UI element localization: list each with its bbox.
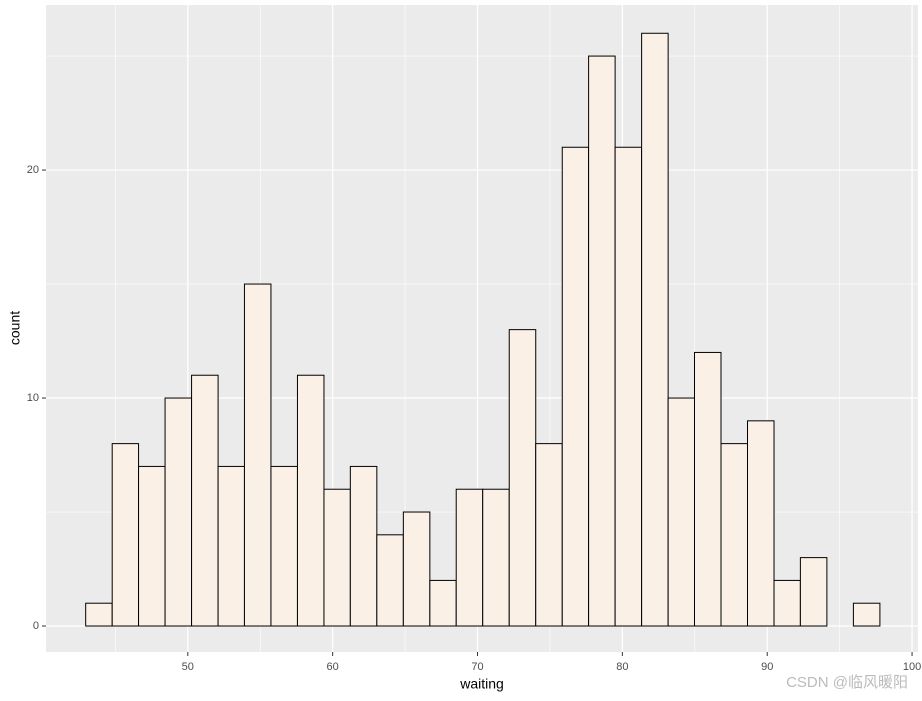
x-tick-label: 70	[471, 661, 483, 673]
x-tick-label: 90	[761, 661, 773, 673]
bar	[270, 465, 298, 627]
bar	[561, 146, 590, 627]
bar	[111, 443, 140, 627]
x-tick-label: 60	[327, 661, 339, 673]
bar	[191, 374, 219, 627]
bar	[852, 602, 881, 627]
bar	[588, 55, 616, 627]
bar	[747, 420, 775, 627]
watermark: CSDN @临风暖阳	[786, 674, 908, 691]
x-tick-label: 50	[182, 661, 194, 673]
y-axis-title: count	[7, 311, 23, 345]
bar	[614, 146, 643, 627]
y-tick-label: 0	[33, 620, 39, 632]
bar	[799, 557, 828, 627]
bar	[508, 329, 537, 627]
bar	[243, 283, 272, 627]
y-tick-label: 20	[27, 164, 39, 176]
bar	[641, 32, 669, 627]
x-axis-title: waiting	[459, 676, 504, 692]
bar	[402, 511, 431, 627]
bar	[482, 488, 510, 627]
bar	[217, 465, 245, 627]
bar	[376, 534, 404, 627]
bar	[323, 488, 351, 627]
y-tick-label: 10	[27, 392, 39, 404]
bar	[85, 602, 113, 627]
bar	[455, 488, 484, 627]
bar	[164, 397, 193, 627]
bar	[720, 443, 749, 627]
bar	[349, 465, 378, 627]
bar	[773, 579, 801, 627]
bar	[296, 374, 325, 627]
x-tick-label: 80	[616, 661, 628, 673]
bar	[667, 397, 695, 627]
bar	[535, 443, 563, 627]
bar	[429, 579, 457, 627]
bar	[693, 351, 722, 627]
bar	[138, 465, 166, 627]
x-tick-label: 100	[903, 661, 921, 673]
